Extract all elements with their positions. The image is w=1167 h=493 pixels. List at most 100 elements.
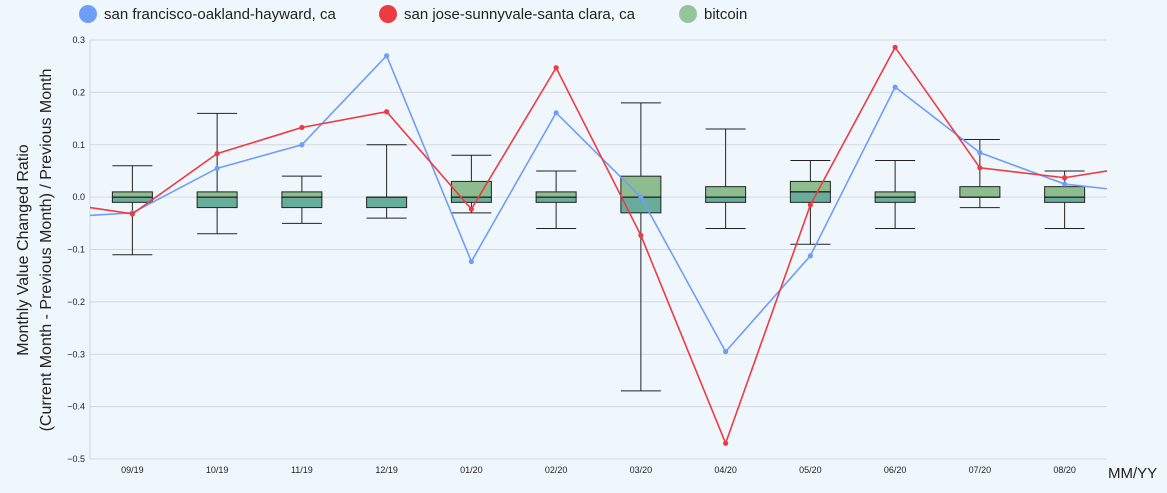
legend: san francisco-oakland-hayward, ca san jo… xyxy=(79,5,747,23)
box-upper-half xyxy=(196,191,238,198)
gridlines xyxy=(89,39,1107,460)
box-plot xyxy=(196,112,238,235)
box-lower-half xyxy=(535,196,577,203)
series-san xyxy=(89,53,1108,355)
series-point xyxy=(638,194,644,200)
x-tick-label: 09/19 xyxy=(121,465,144,475)
series-point xyxy=(977,165,983,171)
series-lines xyxy=(89,44,1108,446)
x-tick-label: 08/20 xyxy=(1053,465,1076,475)
series-point xyxy=(214,165,220,171)
legend-label-sj: san jose-sunnyvale-santa clara, ca xyxy=(404,6,636,23)
box-lower-half xyxy=(789,191,831,203)
box-lower-half xyxy=(1044,196,1086,203)
box-lower-half xyxy=(450,196,492,203)
legend-item-sf[interactable]: san francisco-oakland-hayward, ca xyxy=(79,5,336,23)
series-point xyxy=(468,258,474,265)
box-plot xyxy=(959,139,1001,209)
bitcoin-boxes xyxy=(111,102,1086,392)
y-tick-label: 0.3 xyxy=(72,35,85,45)
series-point xyxy=(553,65,559,71)
series-point xyxy=(129,211,135,217)
series-point xyxy=(214,151,220,157)
box-lower-half xyxy=(366,196,408,209)
x-axis-ticks: 09/19 10/19 11/19 12/19 01/20 02/20 03/20 04/20… xyxy=(121,465,1076,475)
box-upper-half xyxy=(705,186,747,198)
y-tick-label: 0.0 xyxy=(72,192,85,202)
series-line xyxy=(89,54,1108,354)
y-tick-label: −0.1 xyxy=(67,245,85,255)
box-upper-half xyxy=(111,191,153,198)
y-tick-label: −0.2 xyxy=(67,297,85,307)
legend-item-bitcoin[interactable]: bitcoin xyxy=(679,5,747,23)
x-tick-label: 10/19 xyxy=(206,465,229,475)
box-lower-half xyxy=(111,196,153,203)
box-lower-half xyxy=(874,196,916,203)
box-plot xyxy=(111,165,153,256)
box-upper-half xyxy=(281,191,323,198)
box-plot xyxy=(281,175,323,224)
series-point xyxy=(723,440,729,446)
box-plot xyxy=(874,159,916,230)
y-tick-label: −0.4 xyxy=(67,402,85,412)
series-point xyxy=(299,124,305,131)
legend-label-sf: san francisco-oakland-hayward, ca xyxy=(104,6,336,23)
box-upper-half xyxy=(874,191,916,198)
y-axis-ticks: 0.3 0.2 0.1 0.0 −0.1 −0.2 −0.3 −0.4 −0.5 xyxy=(67,35,85,464)
x-tick-label: 06/20 xyxy=(884,465,907,475)
y-axis-title-line1: Monthly Value Changed Ratio xyxy=(15,144,32,355)
box-plot xyxy=(535,170,577,230)
series-point xyxy=(384,53,390,59)
box-plot xyxy=(620,102,662,392)
legend-label-bitcoin: bitcoin xyxy=(704,6,747,23)
x-tick-label: 11/19 xyxy=(291,465,313,475)
box-plot xyxy=(789,159,831,245)
legend-item-sj[interactable]: san jose-sunnyvale-santa clara, ca xyxy=(379,5,636,23)
x-axis-title: MM/YY xyxy=(1108,465,1157,482)
series-point xyxy=(468,206,474,212)
series-point xyxy=(723,349,729,355)
box-plot xyxy=(450,154,492,214)
series-point xyxy=(384,109,390,115)
series-point xyxy=(977,150,983,156)
box-plot xyxy=(1044,170,1086,230)
box-upper-half xyxy=(450,180,492,198)
x-tick-label: 07/20 xyxy=(969,465,992,475)
box-plot xyxy=(366,144,408,219)
legend-marker-sj xyxy=(379,5,397,23)
x-tick-label: 12/19 xyxy=(375,465,398,475)
series-point xyxy=(807,253,813,259)
series-point xyxy=(807,202,813,208)
box-upper-half xyxy=(789,180,831,193)
series-point xyxy=(638,232,644,238)
series-point xyxy=(1062,175,1068,181)
box-upper-half xyxy=(959,186,1001,198)
box-upper-half xyxy=(1044,186,1086,198)
box-upper-half xyxy=(535,191,577,198)
y-tick-label: 0.1 xyxy=(72,140,85,150)
x-tick-label: 05/20 xyxy=(799,465,822,475)
box-lower-half xyxy=(281,196,323,209)
x-tick-label: 04/20 xyxy=(714,465,737,475)
series-san xyxy=(89,44,1108,446)
y-tick-label: −0.5 xyxy=(67,454,85,464)
series-point xyxy=(892,84,898,90)
box-lower-half xyxy=(196,196,238,209)
series-point xyxy=(553,110,559,116)
x-tick-label: 01/20 xyxy=(460,465,483,475)
y-axis-title-line2: (Current Month - Previous Month) / Previ… xyxy=(38,69,55,432)
legend-marker-sf xyxy=(79,5,97,23)
y-tick-label: 0.2 xyxy=(72,87,85,97)
series-line xyxy=(89,45,1108,446)
x-tick-label: 02/20 xyxy=(545,465,568,475)
box-lower-half xyxy=(705,196,747,203)
series-point xyxy=(892,44,898,50)
box-plot xyxy=(705,128,747,230)
series-point xyxy=(1062,181,1068,187)
box-upper-half xyxy=(620,175,662,198)
y-tick-label: −0.3 xyxy=(67,349,85,359)
x-tick-label: 03/20 xyxy=(630,465,653,475)
legend-marker-bitcoin xyxy=(679,5,697,23)
series-point xyxy=(299,142,305,148)
